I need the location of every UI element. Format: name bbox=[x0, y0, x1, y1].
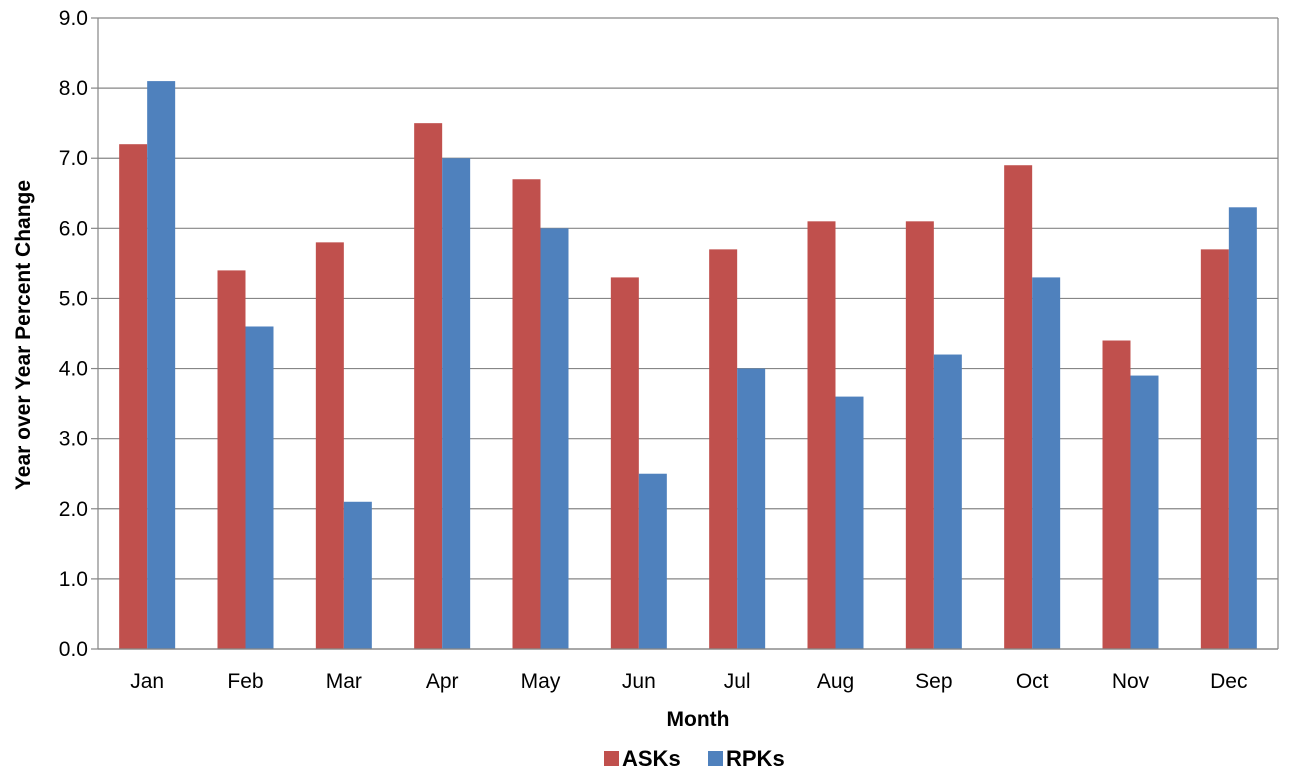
bar-rpks-mar bbox=[343, 501, 372, 649]
y-tick-label: 5.0 bbox=[59, 287, 88, 310]
bar-asks-feb bbox=[217, 270, 246, 649]
bar-rpks-oct bbox=[1032, 277, 1061, 649]
bar-asks-nov bbox=[1102, 340, 1131, 649]
bar-rpks-jun bbox=[638, 473, 667, 649]
y-tick-label: 0.0 bbox=[59, 638, 88, 661]
bar-rpks-may bbox=[540, 228, 569, 650]
x-tick-label: Apr bbox=[426, 670, 459, 693]
y-tick-labels: 0.0 1.0 2.0 3.0 4.0 5.0 6.0 7.0 8.0 9.0 bbox=[59, 7, 88, 661]
bar-asks-dec bbox=[1200, 249, 1229, 649]
bar-asks-may bbox=[512, 179, 541, 649]
legend-swatch-rpks bbox=[708, 751, 723, 766]
legend-label-rpks: RPKs bbox=[726, 746, 785, 771]
bar-rpks-apr bbox=[442, 158, 471, 649]
x-tick-label: Jun bbox=[622, 670, 656, 693]
bar-asks-sep bbox=[905, 221, 934, 650]
y-axis-title: Year over Year Percent Change bbox=[12, 180, 35, 490]
bar-asks-mar bbox=[315, 242, 344, 649]
legend-swatch-asks bbox=[604, 751, 619, 766]
y-tick-label: 7.0 bbox=[59, 147, 88, 170]
bar-rpks-sep bbox=[933, 354, 962, 649]
y-tick-label: 9.0 bbox=[59, 7, 88, 30]
y-tick-label: 1.0 bbox=[59, 568, 88, 591]
bar-asks-oct bbox=[1004, 165, 1033, 649]
bar-rpks-feb bbox=[245, 326, 274, 649]
y-tick-label: 4.0 bbox=[59, 358, 88, 381]
bar-rpks-aug bbox=[835, 396, 864, 649]
legend: ASKs RPKs bbox=[604, 746, 785, 771]
y-tick-label: 8.0 bbox=[59, 77, 88, 100]
x-tick-label: Jan bbox=[130, 670, 164, 693]
gridlines bbox=[98, 17, 1278, 650]
bar-rpks-dec bbox=[1228, 207, 1257, 650]
bar-asks-apr bbox=[414, 123, 443, 649]
bar-asks-jun bbox=[610, 277, 639, 649]
x-tick-label: Sep bbox=[915, 670, 952, 693]
x-tick-label: Jul bbox=[724, 670, 751, 693]
bar-rpks-jul bbox=[737, 368, 766, 649]
y-tick-label: 3.0 bbox=[59, 428, 88, 451]
bar-asks-aug bbox=[807, 221, 836, 650]
bar-rpks-jan bbox=[147, 81, 176, 650]
axes bbox=[91, 17, 1279, 650]
bar-asks-jul bbox=[709, 249, 738, 649]
x-tick-label: May bbox=[521, 670, 561, 693]
x-tick-label: Dec bbox=[1210, 670, 1247, 693]
x-tick-label: Feb bbox=[227, 670, 263, 693]
legend-label-asks: ASKs bbox=[622, 746, 681, 771]
x-tick-label: Aug bbox=[817, 670, 854, 693]
x-axis-title: Month bbox=[667, 708, 730, 731]
x-tick-label: Nov bbox=[1112, 670, 1150, 693]
bar-asks-jan bbox=[119, 144, 148, 649]
y-tick-label: 2.0 bbox=[59, 498, 88, 521]
bars bbox=[119, 81, 1257, 650]
y-tick-label: 6.0 bbox=[59, 217, 88, 240]
x-tick-label: Oct bbox=[1016, 670, 1049, 693]
x-tick-label: Mar bbox=[326, 670, 362, 693]
x-tick-labels: Jan Feb Mar Apr May Jun Jul Aug Sep Oct Nov Dec bbox=[130, 670, 1247, 693]
bar-rpks-nov bbox=[1130, 375, 1159, 649]
